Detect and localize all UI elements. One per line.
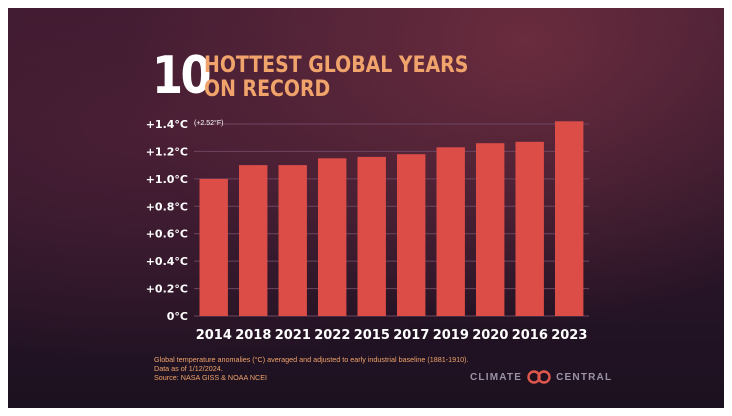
bar-2018 [239, 165, 268, 316]
y-tick-label: 0°C [167, 310, 188, 323]
bar-2017 [397, 154, 426, 316]
x-tick-label: 2018 [235, 328, 271, 343]
y-tick-label: +0.4°C [146, 255, 188, 268]
x-tick-label: 2015 [354, 328, 390, 343]
y-axis-ticks: 0°C +0.2°C +0.4°C +0.6°C +0.8°C +1.0°C +1.2°C +… [146, 118, 188, 323]
title-number: 10 [152, 46, 212, 106]
x-tick-label: 2023 [551, 328, 587, 343]
x-tick-label: 2022 [314, 328, 350, 343]
x-tick-label: 2020 [472, 328, 508, 343]
bar-2023 [555, 121, 584, 316]
bar-2022 [318, 158, 347, 316]
x-axis-ticks: 2014 2018 2021 2022 2015 2017 2019 2020 2016 2023 [196, 328, 588, 343]
y-tick-label: +0.2°C [146, 283, 188, 296]
title-line-1: HOTTEST GLOBAL YEARS [204, 53, 469, 78]
footnotes: Global temperature anomalies (°C) averag… [154, 355, 469, 382]
x-tick-label: 2014 [196, 328, 232, 343]
climate-central-logo: CLIMATE CENTRAL [470, 370, 612, 384]
x-tick-label: 2016 [512, 328, 548, 343]
brand-word-right: CENTRAL [556, 371, 613, 383]
x-tick-label: 2021 [275, 328, 311, 343]
brand-word-left: CLIMATE [470, 371, 523, 383]
y-tick-label: +1.2°C [146, 145, 188, 158]
bar-2016 [515, 141, 544, 316]
fahrenheit-annotation: (+2.52°F) [194, 119, 223, 127]
y-tick-label: +1.4°C [146, 118, 188, 131]
bars [199, 121, 584, 316]
x-tick-label: 2017 [393, 328, 429, 343]
x-tick-label: 2019 [433, 328, 469, 343]
footnote-methodology: Global temperature anomalies (°C) averag… [154, 355, 469, 364]
y-tick-label: +0.6°C [146, 228, 188, 241]
y-tick-label: +0.8°C [146, 200, 188, 213]
footnote-data-date: Data as of 1/12/2024. [154, 364, 223, 373]
linked-circles-icon [527, 370, 551, 384]
bar-2021 [278, 165, 307, 316]
bar-2015 [357, 156, 386, 316]
infographic-card: 10 HOTTEST GLOBAL YEARS ON RECORD 0°C +0.… [8, 8, 724, 408]
bar-2020 [476, 143, 505, 316]
bar-chart: 0°C +0.2°C +0.4°C +0.6°C +0.8°C +1.0°C +1.2°C +… [146, 118, 589, 343]
y-tick-label: +1.0°C [146, 173, 188, 186]
bar-2019 [436, 147, 465, 316]
title-line-2: ON RECORD [204, 77, 331, 102]
footnote-source: Source: NASA GISS & NOAA NCEI [154, 373, 268, 382]
bar-2014 [199, 178, 228, 316]
